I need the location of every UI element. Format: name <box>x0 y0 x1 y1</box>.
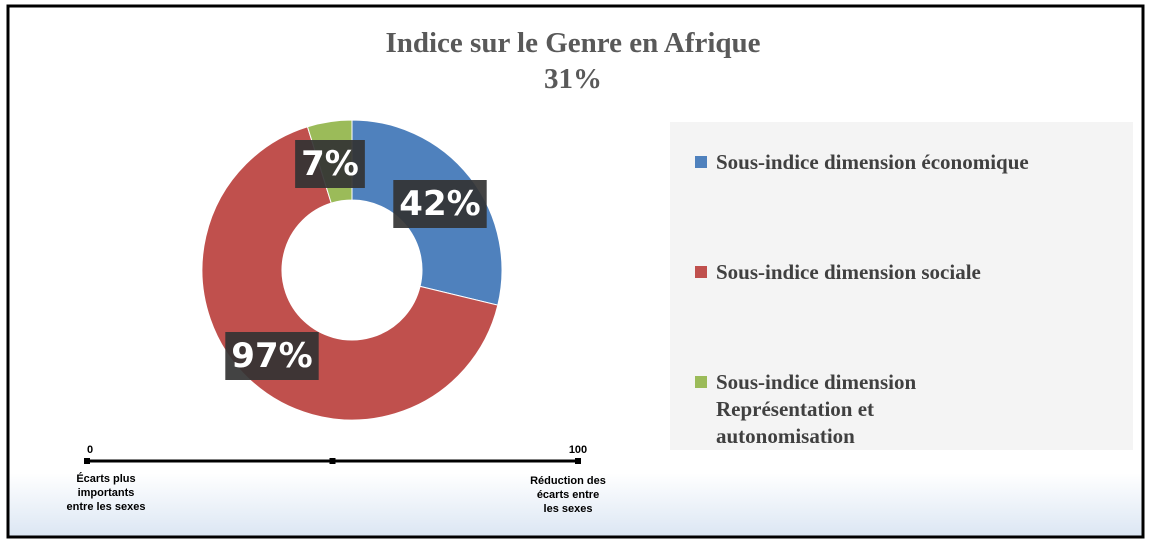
scale-caption: écarts entre <box>537 489 599 501</box>
legend-swatch <box>695 156 707 168</box>
legend-line: autonomisation <box>716 424 855 448</box>
chart-subtitle: 31% <box>544 63 602 95</box>
data-label-box <box>225 332 319 380</box>
legend-label: Sous-indice dimension Représentation et … <box>716 370 921 448</box>
data-label: 7% <box>301 144 359 184</box>
scale-caption: les sexes <box>544 503 593 515</box>
scale-tick-label: 0 <box>87 444 93 456</box>
scale-tick <box>84 458 90 464</box>
scale-tick-label: 100 <box>569 444 587 456</box>
scale-caption: Écarts plus <box>76 472 135 485</box>
data-label: 97% <box>231 336 312 376</box>
legend-line: Sous-indice dimension <box>716 370 921 394</box>
legend-swatch <box>695 266 707 278</box>
legend-label: Sous-indice dimension économique <box>716 150 1029 174</box>
chart-title: Indice sur le Genre en Afrique <box>385 27 760 59</box>
legend-swatch <box>695 376 707 388</box>
scale-caption: entre les sexes <box>67 501 146 513</box>
data-label: 42% <box>399 184 480 224</box>
scale-mid <box>329 458 336 464</box>
scale-caption: importants <box>78 487 135 499</box>
legend-box <box>670 122 1133 450</box>
legend-line: Représentation et <box>716 397 879 421</box>
data-label-box <box>295 140 365 188</box>
scale-tick <box>575 458 581 464</box>
scale-caption: Réduction des <box>530 475 606 487</box>
legend-label: Sous-indice dimension sociale <box>716 260 981 284</box>
data-label-box <box>393 180 487 228</box>
